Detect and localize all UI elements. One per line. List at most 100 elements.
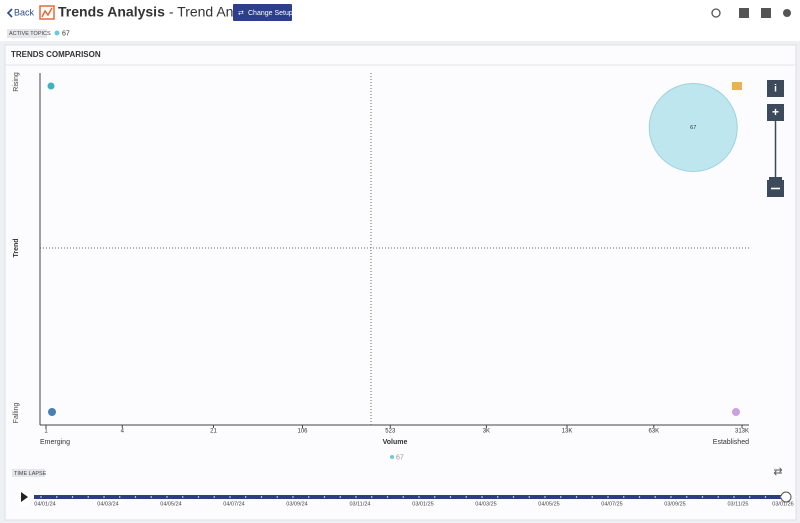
back-link[interactable]: Back [14,7,35,17]
change-setup-label[interactable]: Change Setup [248,10,293,17]
timeline-tick [780,496,782,498]
timeline-date[interactable]: 03/01/26 [772,501,793,507]
x-tick-label: 106 [297,429,308,435]
timeline-tick [87,496,89,498]
timeline-tick [245,496,247,498]
timeline-tick [717,496,719,498]
timeline-tick [371,496,373,498]
x-right-label: Established [713,439,749,446]
timeline-tick [418,496,420,498]
timeline-tick [465,496,467,498]
x-tick-label: 1 [44,429,48,435]
rising-icon [47,82,55,90]
refresh-icon[interactable] [711,8,721,18]
info-glyph: i [774,84,777,95]
y-top-label: Rising [13,72,20,92]
timeline-tick [339,496,341,498]
x-tick-label: 13K [562,429,573,435]
timeline-date[interactable]: 03/01/25 [412,501,433,507]
timeline-date[interactable]: 04/03/25 [475,501,496,507]
timeline-tick [434,496,436,498]
timeline-tick [229,496,231,498]
info-button[interactable] [767,80,784,97]
zoom-handle[interactable] [769,177,782,182]
topic-chip[interactable]: 67 [62,30,70,37]
topic-dot [54,30,60,36]
timeline-tick [103,496,105,498]
export-icon[interactable] [761,8,771,18]
play-glyph [21,492,28,502]
active-topics-tag [7,29,47,38]
timeline-tick [197,496,200,498]
legend-label[interactable]: 67 [396,454,404,461]
timeline-tick [528,496,530,498]
timeline-tick [575,496,578,498]
active-topics-label: ACTIVE TOPICS [9,31,51,37]
timeline-tick [40,496,42,498]
timeline-tick [733,496,735,498]
timeline-date[interactable]: 03/11/24 [349,501,370,507]
timeline-tick [150,496,152,498]
bubble-label: 67 [690,125,696,131]
timeline-tick [119,496,121,498]
timeline-tick [701,496,704,498]
timeline-tick [323,496,326,498]
header-bar [0,0,800,26]
layout-icon[interactable] [739,8,749,18]
timeline-tick [654,496,656,498]
timeline-date[interactable]: 04/01/24 [34,501,55,507]
bubble[interactable] [648,83,738,173]
timeline-date[interactable]: 03/09/24 [286,501,307,507]
timeline-tick [166,496,168,498]
y-axis-title: Trend [13,238,20,257]
timeline-date[interactable]: 04/05/24 [160,501,181,507]
timeline-tick [481,496,483,498]
back-icon[interactable] [6,8,13,18]
timeline-tick [449,496,452,498]
timeline-tick [308,496,310,498]
page-title: Trends Analysis [58,4,165,20]
time-lapse-label: TIME LAPSE [14,471,47,477]
x-tick-label: 63K [648,429,659,435]
timeline-date[interactable]: 04/03/24 [97,501,118,507]
x-left-label: Emerging [40,439,70,446]
timeline-tick [292,496,294,498]
timeline-date[interactable]: 04/07/24 [223,501,244,507]
section-title: TRENDS COMPARISON [11,50,101,59]
timeline-date[interactable]: 03/09/25 [664,501,685,507]
declining-icon [732,408,740,416]
x-axis-title: Volume [383,439,408,446]
timeline-tick [670,496,672,498]
timeline-tick [71,496,74,498]
timeline-tick [607,496,609,498]
established-icon [732,82,742,90]
timeline-tick [386,496,389,498]
x-tick-label: 21 [210,429,217,435]
x-tick-label: 523 [385,429,396,435]
settings-icon[interactable] [783,9,791,17]
timeline-tick [497,496,499,498]
x-tick-label: 3K [483,429,490,435]
timeline-tick [749,496,751,498]
logo-line [41,7,53,18]
timeline-tick [623,496,625,498]
timeline-date[interactable]: 04/07/25 [601,501,622,507]
swap-icon: ⇄ [238,10,244,17]
zoom-in-glyph: + [772,105,779,119]
loop-icon[interactable]: ⇄ [773,466,782,478]
change-setup-button[interactable] [233,4,292,21]
zoom-in-button[interactable] [767,104,784,121]
timeline-tick [544,496,546,498]
timeline-tick [796,496,798,498]
logo [39,5,55,20]
timeline-date[interactable]: 04/05/25 [538,501,559,507]
timeline-tick [276,496,278,498]
timeline-tick [182,496,184,498]
timeline-tick [402,496,404,498]
timeline-date[interactable]: 03/11/25 [727,501,748,507]
timeline-tick [591,496,593,498]
timeline-tick [686,496,688,498]
falling-icon [48,408,56,416]
